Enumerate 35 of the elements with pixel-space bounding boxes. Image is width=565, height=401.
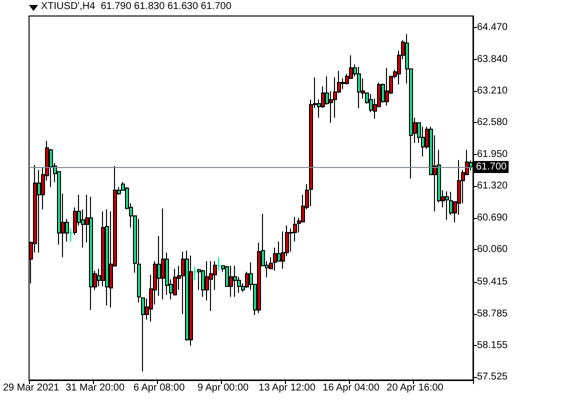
x-tick-label: 9 Apr 00:00 <box>197 382 250 394</box>
y-tick-label: 60.690 <box>477 212 508 224</box>
y-tick-label: 58.785 <box>477 308 508 320</box>
candlestick <box>89 196 93 311</box>
ref-line-label: 61.700 <box>476 162 508 173</box>
y-tick-label: 59.415 <box>477 276 508 288</box>
candlestick <box>385 67 389 106</box>
y-tick-label: 58.155 <box>477 340 508 352</box>
candlestick <box>173 268 177 296</box>
y-tick-label: 63.210 <box>477 86 508 97</box>
candlestick <box>229 265 233 298</box>
chart-title: XTIUSD',H4 61.790 61.830 61.630 61.700 <box>41 1 232 12</box>
y-tick-label: 62.580 <box>477 117 508 128</box>
y-tick-label: 61.950 <box>477 148 508 160</box>
x-tick-label: 29 Mar 2021 <box>2 382 60 394</box>
candlestick <box>161 208 165 300</box>
candlestick <box>209 260 213 312</box>
x-tick-label: 16 Apr 04:00 <box>322 382 380 394</box>
candlestick <box>445 190 449 220</box>
candlestick <box>137 218 141 303</box>
candlestick <box>105 208 109 306</box>
y-tick-label: 61.320 <box>477 180 508 192</box>
y-tick-label: 63.840 <box>477 54 508 65</box>
candlestick <box>421 126 425 157</box>
y-tick-label: 60.060 <box>477 244 508 256</box>
candlestick <box>357 66 361 109</box>
x-tick-label: 13 Apr 12:00 <box>258 382 316 394</box>
candlestick <box>233 265 237 298</box>
x-tick-label: 20 Apr 16:00 <box>386 382 444 394</box>
x-tick-label: 31 Mar 20:00 <box>66 382 125 394</box>
x-tick-label: 6 Apr 08:00 <box>133 382 186 394</box>
y-tick-label: 64.470 <box>477 22 508 34</box>
candlestick <box>217 256 221 272</box>
candlestick <box>141 297 145 372</box>
y-tick-label: 57.525 <box>477 372 508 383</box>
